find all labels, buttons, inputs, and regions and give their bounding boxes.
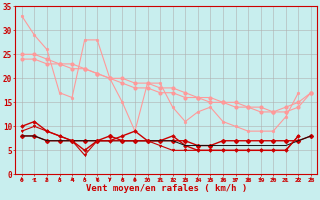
X-axis label: Vent moyen/en rafales ( km/h ): Vent moyen/en rafales ( km/h ) (86, 184, 247, 193)
